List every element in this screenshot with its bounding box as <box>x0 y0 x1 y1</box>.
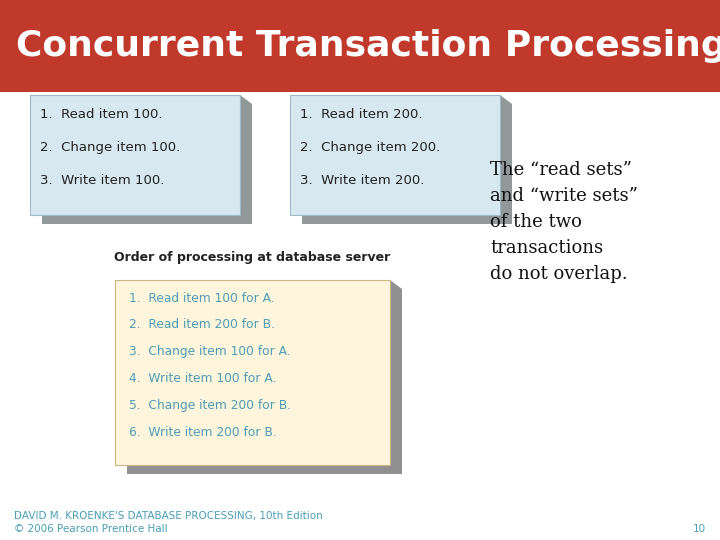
Text: 3.  Change item 100 for A.: 3. Change item 100 for A. <box>129 346 291 359</box>
Text: 3.  Write item 200.: 3. Write item 200. <box>300 174 424 187</box>
Text: User B: User B <box>369 68 420 82</box>
Text: Order of processing at database server: Order of processing at database server <box>114 252 391 265</box>
Polygon shape <box>302 95 512 224</box>
Text: 3.  Write item 100.: 3. Write item 100. <box>40 174 164 187</box>
Bar <box>290 95 500 215</box>
Text: 2.  Read item 200 for B.: 2. Read item 200 for B. <box>129 319 275 332</box>
Text: © 2006 Pearson Prentice Hall: © 2006 Pearson Prentice Hall <box>14 524 168 534</box>
Bar <box>115 280 390 465</box>
Text: transactions: transactions <box>490 239 603 257</box>
Text: 1.  Read item 100.: 1. Read item 100. <box>40 109 163 122</box>
Text: 6.  Write item 200 for B.: 6. Write item 200 for B. <box>129 427 276 440</box>
Text: 4.  Write item 100 for A.: 4. Write item 100 for A. <box>129 373 276 386</box>
Bar <box>0 0 720 92</box>
Text: 1.  Read item 100 for A.: 1. Read item 100 for A. <box>129 292 274 305</box>
Text: DAVID M. KROENKE'S DATABASE PROCESSING, 10th Edition: DAVID M. KROENKE'S DATABASE PROCESSING, … <box>14 511 323 521</box>
Text: do not overlap.: do not overlap. <box>490 265 628 283</box>
Text: 10: 10 <box>693 524 706 534</box>
Polygon shape <box>42 95 252 224</box>
Text: and “write sets”: and “write sets” <box>490 187 638 205</box>
Text: of the two: of the two <box>490 213 582 231</box>
Text: Concurrent Transaction Processing: Concurrent Transaction Processing <box>16 29 720 63</box>
Bar <box>30 95 240 215</box>
Text: 1.  Read item 200.: 1. Read item 200. <box>300 109 423 122</box>
Text: 5.  Change item 200 for B.: 5. Change item 200 for B. <box>129 400 291 413</box>
Polygon shape <box>127 280 402 474</box>
Text: The “read sets”: The “read sets” <box>490 161 632 179</box>
Text: 2.  Change item 200.: 2. Change item 200. <box>300 141 440 154</box>
Text: User A: User A <box>109 68 161 82</box>
Text: 2.  Change item 100.: 2. Change item 100. <box>40 141 180 154</box>
